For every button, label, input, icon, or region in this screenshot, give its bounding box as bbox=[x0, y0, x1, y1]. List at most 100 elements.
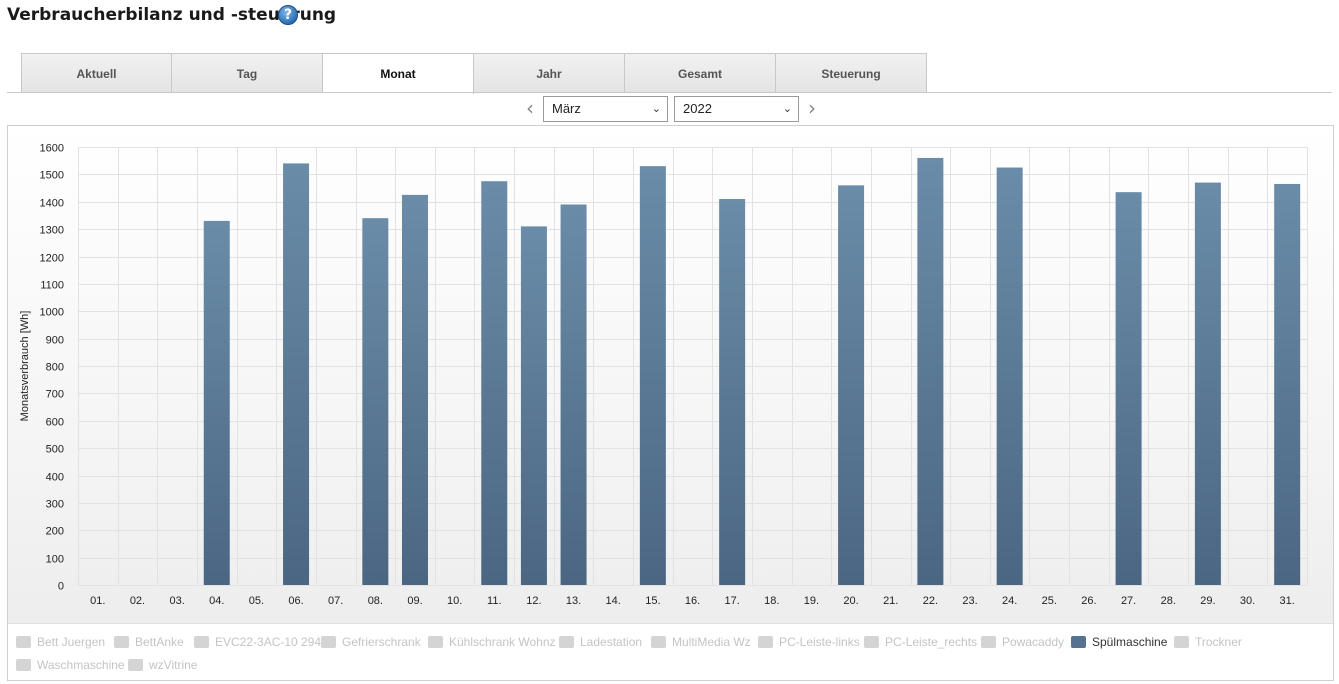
bar bbox=[362, 218, 389, 586]
tab-gesamt[interactable]: Gesamt bbox=[625, 53, 776, 93]
y-tick-label: 800 bbox=[46, 362, 64, 374]
legend-item[interactable]: Powacaddy bbox=[981, 633, 1064, 651]
legend: Bett Juergen BettAnke EVC22-3AC-10 294 Gefr… bbox=[8, 623, 1333, 680]
legend-label: Bett Juergen bbox=[37, 635, 106, 649]
tab-bar: Aktuell Tag Monat Jahr Gesamt Steuerung bbox=[21, 53, 927, 94]
year-select[interactable]: 2022 ⌄ bbox=[674, 96, 799, 122]
legend-swatch bbox=[16, 659, 31, 671]
tab-tag[interactable]: Tag bbox=[172, 53, 323, 93]
y-axis-label: Monatsverbrauch [Wh] bbox=[19, 311, 31, 422]
bar-chart: 0 100 200 300 400 500 600 700 800 900 1000 1100 1200… bbox=[19, 143, 1308, 607]
legend-item[interactable]: Spülmaschine bbox=[1071, 633, 1167, 651]
x-tick-label: 20. bbox=[843, 595, 858, 607]
legend-label: Trockner bbox=[1195, 635, 1242, 649]
y-tick-label: 700 bbox=[46, 389, 64, 401]
y-tick-label: 300 bbox=[46, 499, 64, 511]
chevron-down-icon: ⌄ bbox=[651, 103, 661, 115]
tab-aktuell[interactable]: Aktuell bbox=[21, 53, 172, 93]
legend-label: Kühlschrank Wohnz bbox=[449, 635, 556, 649]
y-tick-label: 600 bbox=[46, 417, 64, 429]
bar bbox=[838, 185, 865, 585]
bar bbox=[1194, 182, 1221, 585]
tab-jahr[interactable]: Jahr bbox=[474, 53, 625, 93]
bar bbox=[1115, 192, 1142, 585]
x-tick-label: 01. bbox=[90, 595, 105, 607]
legend-swatch bbox=[1174, 636, 1189, 648]
legend-label: PC-Leiste_rechts bbox=[885, 635, 978, 649]
x-tick-label: 17. bbox=[724, 595, 739, 607]
legend-item[interactable]: MultiMedia Wz bbox=[651, 633, 751, 651]
chevron-down-icon: ⌄ bbox=[782, 103, 792, 115]
legend-label: Ladestation bbox=[580, 635, 643, 649]
x-tick-label: 03. bbox=[169, 595, 184, 607]
x-tick-label: 30. bbox=[1240, 595, 1255, 607]
page-title: Verbraucherbilanz und -steuerung bbox=[7, 5, 337, 25]
bar bbox=[401, 194, 428, 585]
y-tick-label: 500 bbox=[46, 444, 64, 456]
legend-label: Powacaddy bbox=[1002, 635, 1065, 649]
legend-label: Waschmaschine bbox=[37, 658, 125, 672]
bar bbox=[639, 166, 666, 585]
legend-swatch bbox=[128, 659, 143, 671]
legend-item[interactable]: Bett Juergen bbox=[16, 633, 105, 651]
legend-label: Spülmaschine bbox=[1092, 635, 1168, 649]
tab-steuerung[interactable]: Steuerung bbox=[776, 53, 927, 93]
legend-label: EVC22-3AC-10 294 bbox=[215, 635, 322, 649]
legend-swatch bbox=[16, 636, 31, 648]
legend-item[interactable]: PC-Leiste-links bbox=[758, 633, 860, 651]
chevron-left-icon[interactable]: ‹ bbox=[526, 96, 534, 120]
bar bbox=[560, 204, 587, 586]
legend-swatch bbox=[559, 636, 574, 648]
y-tick-label: 100 bbox=[46, 554, 64, 566]
bar bbox=[719, 199, 746, 585]
x-tick-label: 25. bbox=[1042, 595, 1057, 607]
bar bbox=[481, 181, 508, 585]
legend-label: PC-Leiste-links bbox=[779, 635, 860, 649]
legend-swatch bbox=[114, 636, 129, 648]
x-tick-label: 16. bbox=[685, 595, 700, 607]
chevron-right-icon[interactable]: › bbox=[808, 96, 816, 120]
legend-item[interactable]: wzVitrine bbox=[128, 656, 197, 674]
bar bbox=[203, 220, 230, 585]
legend-swatch bbox=[981, 636, 996, 648]
x-tick-label: 29. bbox=[1200, 595, 1215, 607]
y-tick-label: 1300 bbox=[40, 225, 64, 237]
x-tick-label: 08. bbox=[368, 595, 383, 607]
legend-label: Gefrierschrank bbox=[342, 635, 421, 649]
x-tick-label: 26. bbox=[1081, 595, 1096, 607]
x-tick-label: 24. bbox=[1002, 595, 1017, 607]
y-tick-label: 0 bbox=[58, 581, 64, 593]
x-tick-label: 06. bbox=[288, 595, 303, 607]
month-select-value: März bbox=[552, 101, 581, 116]
legend-item[interactable]: Ladestation bbox=[559, 633, 642, 651]
bar bbox=[283, 163, 310, 586]
y-tick-label: 1500 bbox=[40, 170, 64, 182]
x-tick-label: 14. bbox=[606, 595, 621, 607]
legend-item[interactable]: PC-Leiste_rechts bbox=[864, 633, 977, 651]
legend-label: BettAnke bbox=[135, 635, 184, 649]
bar bbox=[1274, 183, 1301, 586]
question-circle-icon[interactable]: ? bbox=[278, 5, 298, 25]
legend-swatch bbox=[1071, 636, 1086, 648]
y-tick-label: 1100 bbox=[40, 280, 64, 292]
x-tick-label: 02. bbox=[130, 595, 145, 607]
legend-item[interactable]: Kühlschrank Wohnz bbox=[428, 633, 556, 651]
legend-swatch bbox=[428, 636, 443, 648]
legend-item[interactable]: Waschmaschine bbox=[16, 656, 125, 674]
legend-item[interactable]: BettAnke bbox=[114, 633, 184, 651]
legend-item[interactable]: Trockner bbox=[1174, 633, 1242, 651]
year-select-value: 2022 bbox=[683, 101, 712, 116]
legend-item[interactable]: Gefrierschrank bbox=[321, 633, 421, 651]
month-select[interactable]: März ⌄ bbox=[543, 96, 668, 122]
y-tick-label: 900 bbox=[46, 335, 64, 347]
legend-swatch bbox=[651, 636, 666, 648]
x-tick-label: 27. bbox=[1121, 595, 1136, 607]
x-tick-label: 12. bbox=[526, 595, 541, 607]
legend-swatch bbox=[864, 636, 879, 648]
legend-item[interactable]: EVC22-3AC-10 294 bbox=[194, 633, 321, 651]
chart-panel: 0 100 200 300 400 500 600 700 800 900 1000 1100 1200… bbox=[7, 125, 1334, 681]
y-tick-label: 1200 bbox=[40, 253, 64, 265]
y-tick-label: 400 bbox=[46, 472, 64, 484]
tabs-divider bbox=[7, 92, 1332, 93]
tab-monat[interactable]: Monat bbox=[323, 53, 474, 94]
